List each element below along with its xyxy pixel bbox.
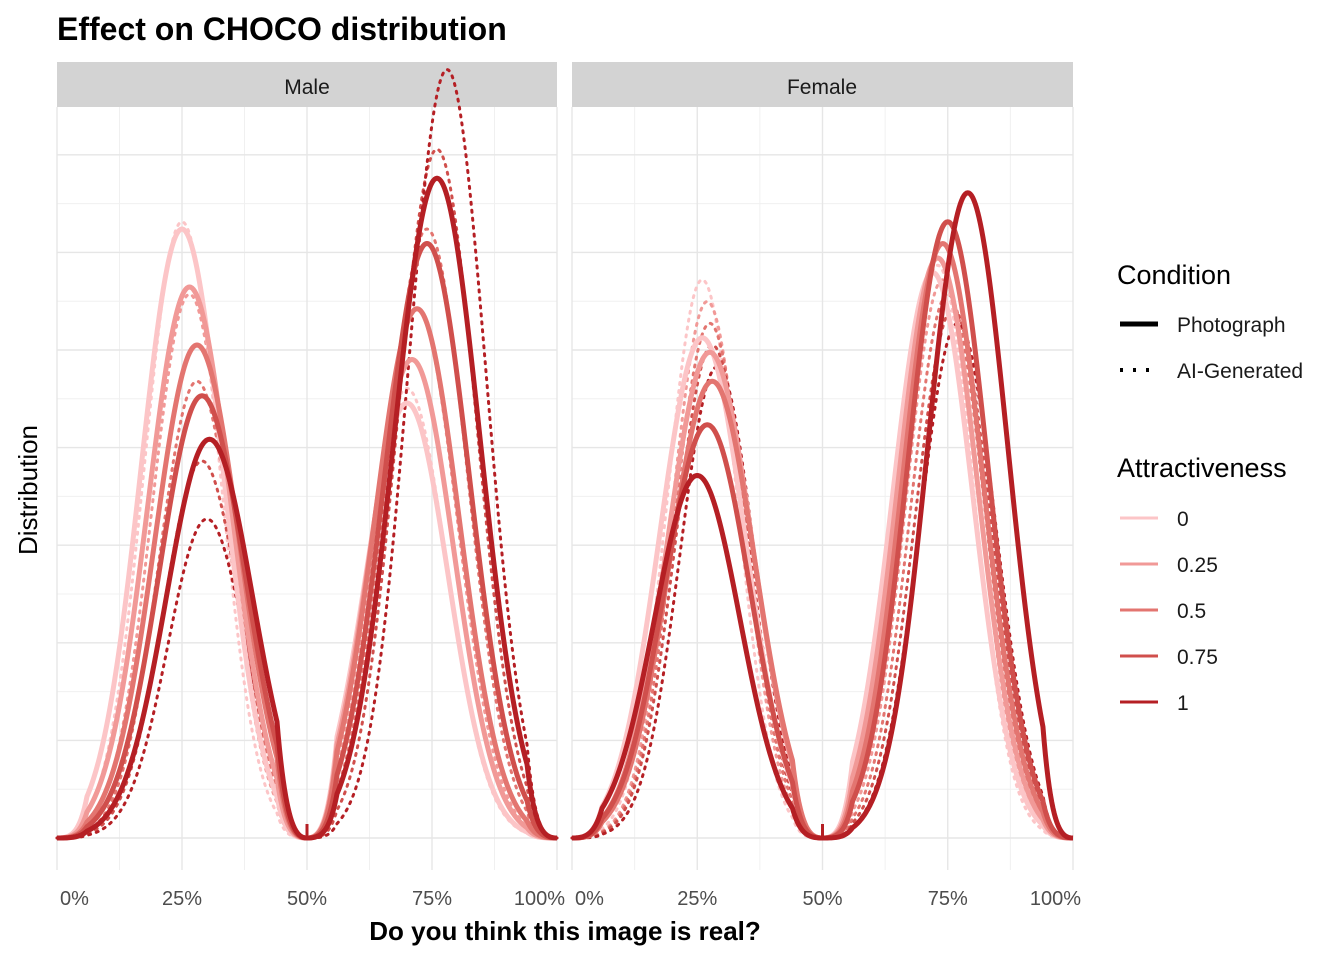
legend-label-photograph: Photograph <box>1177 314 1286 337</box>
series-lines-male <box>55 68 559 841</box>
legend: Condition Photograph AI-Generated Attrac… <box>1117 260 1303 715</box>
y-axis-title: Distribution <box>13 425 43 555</box>
x-tick-label: 100% <box>1030 888 1081 910</box>
condition-legend-title: Condition <box>1117 260 1231 290</box>
facet-strip-male <box>57 62 557 107</box>
x-tick-label: 25% <box>677 888 717 910</box>
x-tick-label: 0% <box>60 888 89 910</box>
x-tick-label: 100% <box>514 888 565 910</box>
legend-label-attractiveness: 0 <box>1177 508 1189 531</box>
attractiveness-legend-items: 0 0.25 0.5 0.75 1 <box>1120 508 1218 715</box>
series-lines-female <box>570 190 1075 841</box>
x-tick-label: 75% <box>412 888 452 910</box>
x-ticks-female: 0% 25% 50% 75% 100% <box>575 888 1081 910</box>
x-tick-label: 25% <box>162 888 202 910</box>
legend-label-attractiveness: 0.5 <box>1177 600 1206 623</box>
legend-label-attractiveness: 1 <box>1177 692 1189 715</box>
facet-label-male: Male <box>284 76 330 99</box>
x-tick-label: 0% <box>575 888 604 910</box>
x-tick-label: 50% <box>287 888 327 910</box>
facet-label-female: Female <box>787 76 857 99</box>
chart-title: Effect on CHOCO distribution <box>57 11 507 47</box>
x-ticks-male: 0% 25% 50% 75% 100% <box>60 888 565 910</box>
x-axis-title: Do you think this image is real? <box>369 916 761 946</box>
legend-label-attractiveness: 0.75 <box>1177 646 1218 669</box>
legend-label-ai-generated: AI-Generated <box>1177 360 1303 383</box>
legend-label-attractiveness: 0.25 <box>1177 554 1218 577</box>
x-tick-label: 50% <box>802 888 842 910</box>
grid-female <box>571 107 1074 870</box>
x-tick-label: 75% <box>928 888 968 910</box>
facet-male: Male 0% 25% 50% 75% 100% <box>55 62 565 910</box>
facet-female: Female 0% 25% 50% 75% 100% <box>570 62 1081 910</box>
attractiveness-legend-title: Attractiveness <box>1117 453 1287 483</box>
facet-strip-female <box>572 62 1073 107</box>
